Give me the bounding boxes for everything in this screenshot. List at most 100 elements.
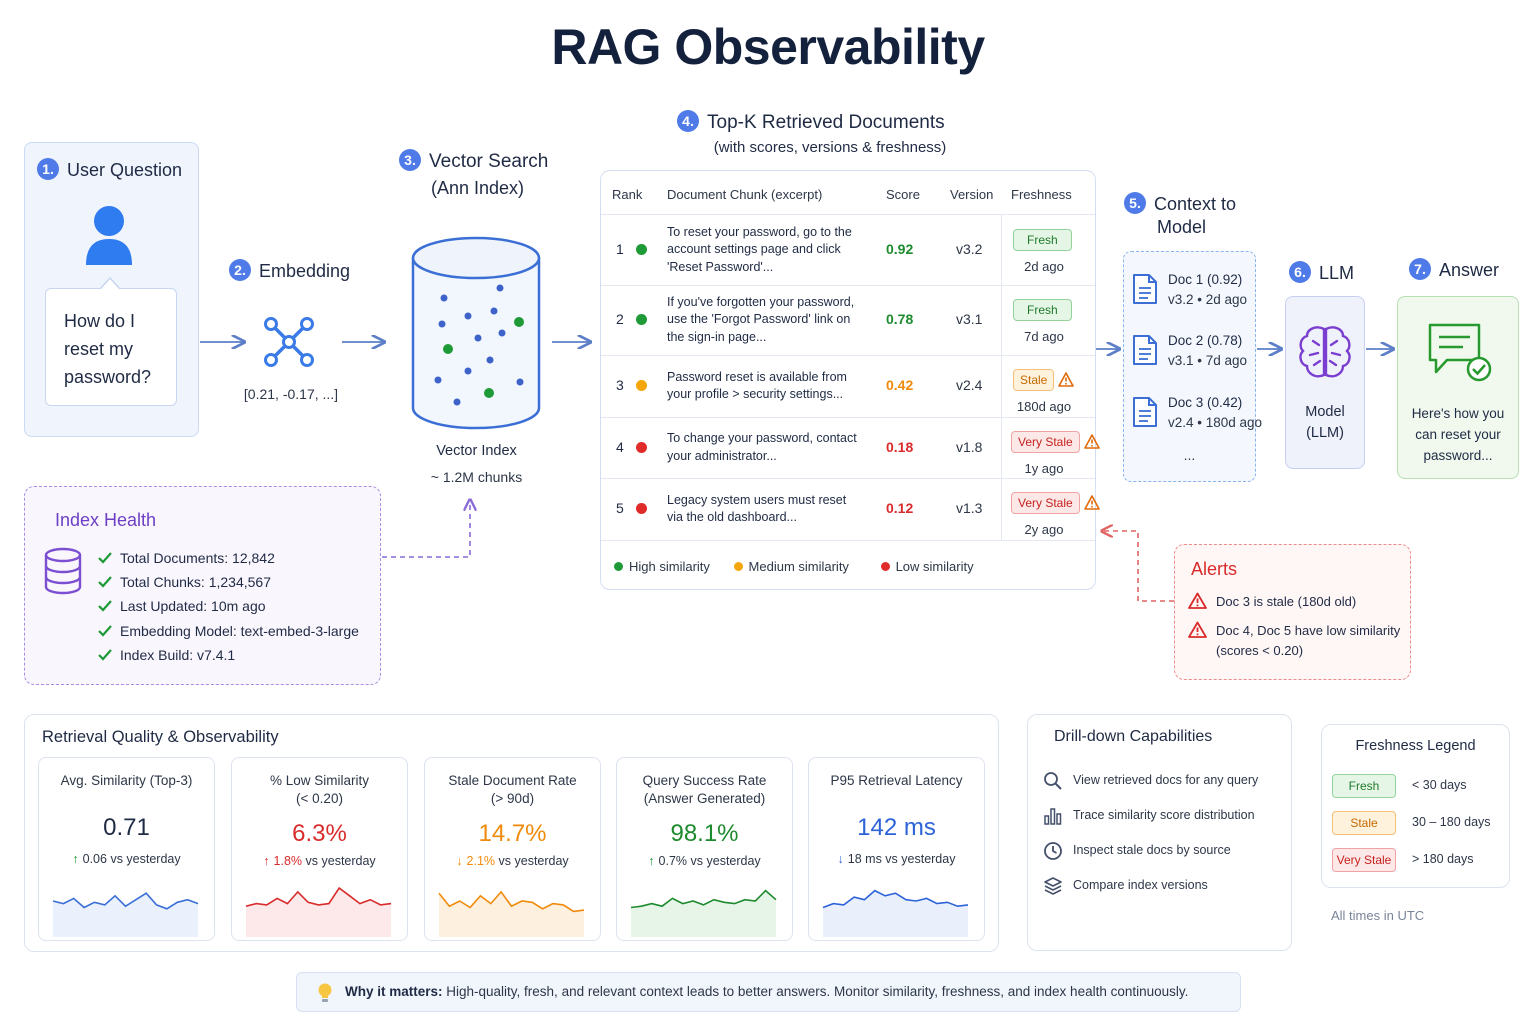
sparkline-line [822, 889, 969, 909]
layers-icon [1043, 876, 1063, 901]
step-context-line2: Model [1157, 217, 1207, 237]
chunk-line: via the old dashboard... [667, 510, 797, 524]
sparkline-area [823, 890, 968, 937]
metric-value: 6.3% [292, 820, 347, 847]
step-label: Answer [1439, 260, 1500, 280]
delta-suffix: vs yesterday [495, 854, 569, 868]
freshness-age: 2d ago [1024, 259, 1064, 274]
metric-value: 98.1% [670, 820, 739, 847]
row-score: 0.18 [886, 438, 914, 455]
llm-panel [1285, 296, 1365, 469]
drilldown-item[interactable]: View retrieved docs for any query [1073, 773, 1259, 787]
metric-value: 14.7% [478, 820, 547, 847]
chunk-line: 'Reset Password'... [667, 259, 774, 274]
alert-icon [1188, 592, 1207, 614]
step-number: 3. [399, 149, 421, 171]
similarity-dot [636, 441, 647, 453]
delta-value: 2.1% [466, 854, 496, 868]
drilldown-title: Drill-down Capabilities [1054, 728, 1213, 745]
freshness-cell: Fresh [1013, 229, 1072, 251]
document-icon [1132, 396, 1158, 433]
chunk-line: your profile > security settings... [667, 387, 844, 401]
sparkline-line [245, 886, 392, 907]
answer-line: password... [1423, 448, 1493, 463]
freshness-cell: Stale [1013, 369, 1075, 392]
chat-check-icon [1428, 323, 1492, 382]
health-item-text: Index Build: v7.4.1 [120, 646, 236, 663]
high-dot [614, 562, 623, 571]
sparkline-chart [822, 889, 969, 937]
row-chunk-text: Password reset is available from your pro… [667, 369, 847, 404]
metric-value: 0.71 [103, 814, 150, 841]
health-item: Embedding Model: text-embed-3-large [98, 623, 359, 640]
row-rank: 5 [616, 500, 624, 516]
delta-value: 1.8% [273, 854, 303, 868]
chunk-line: To change your password, contact [667, 431, 857, 445]
delta-value: 0.7% [658, 854, 688, 868]
row-chunk-text: If you've forgotten your password, use th… [667, 294, 854, 347]
metric-label-line: (> 90d) [490, 791, 535, 806]
bubble-tail [100, 276, 120, 290]
lightbulb-icon [318, 983, 332, 1002]
vector-index-label: Vector Index [436, 443, 517, 459]
warning-icon [1083, 495, 1100, 515]
chunk-line: To reset your password, go to the [667, 224, 852, 239]
check-icon [98, 551, 112, 567]
row-divider [601, 285, 1095, 286]
legend-badge: Stale [1332, 811, 1396, 835]
arrow-health-to-index [382, 500, 470, 558]
step-number: 1. [37, 158, 59, 180]
sparkline-area [246, 888, 391, 937]
chunk-line: your administrator... [667, 448, 777, 463]
row-divider [601, 478, 1095, 479]
health-item: Total Chunks: 1,234,567 [98, 574, 271, 591]
context-doc: Doc 3 (0.42) v2.4 • 180d ago [1168, 393, 1262, 433]
llm-box-line2: (LLM) [1306, 425, 1344, 441]
check-icon [98, 648, 112, 664]
row-version: v3.2 [956, 241, 983, 257]
drilldown-item[interactable]: Inspect stale docs by source [1073, 843, 1231, 857]
metric-label: Avg. Similarity (Top-3) [39, 772, 214, 790]
freshness-age: 1y ago [1024, 461, 1064, 476]
row-score: 0.92 [886, 241, 914, 257]
legend-low: Low similarity [895, 559, 974, 574]
drilldown-item[interactable]: Compare index versions [1073, 878, 1208, 892]
metric-delta: ↑ 0.7% vs yesterday [617, 854, 792, 868]
chunk-line: If you've forgotten your password, [667, 294, 855, 309]
llm-box-line1: Model [1305, 404, 1345, 420]
alert-line: Doc 3 is stale (180d old) [1216, 594, 1357, 609]
similarity-dot [636, 503, 647, 514]
health-item-text: Embedding Model: text-embed-3-large [120, 622, 359, 639]
freshness-age: 2y ago [1024, 522, 1064, 537]
header-freshness: Freshness [1011, 187, 1072, 202]
brain-icon [1299, 326, 1351, 378]
delta-arrow-icon: ↓ [837, 852, 844, 866]
metric-delta: ↑ 0.06 vs yesterday [39, 852, 214, 866]
legend-badge: Fresh [1332, 774, 1396, 798]
sparkline-chart [630, 889, 777, 937]
row-score: 0.12 [886, 500, 914, 516]
why-text: High-quality, fresh, and relevant contex… [442, 984, 1189, 999]
row-version: v1.8 [956, 438, 983, 455]
context-doc-title: Doc 1 (0.92) [1168, 272, 1243, 287]
header-rank: Rank [612, 187, 643, 202]
context-doc-meta: v3.1 • 7d ago [1168, 353, 1248, 368]
row-divider [601, 355, 1095, 356]
similarity-dot [636, 244, 647, 255]
delta-arrow-icon: ↑ [648, 854, 655, 868]
answer-panel [1397, 296, 1519, 479]
document-icon [1132, 334, 1158, 371]
answer-line: can reset your [1415, 427, 1501, 442]
metric-value: 142 ms [857, 814, 936, 841]
warning-icon [1083, 434, 1100, 454]
metric-card: Stale Document Rate (> 90d) 14.7% ↓ 2.1% vs … [424, 757, 601, 941]
metric-label: Stale Document Rate (> 90d) [425, 772, 600, 808]
metric-card: P95 Retrieval Latency 142 ms ↓ 18 ms vs yes… [808, 757, 985, 941]
step-label: Top-K Retrieved Documents [707, 112, 945, 133]
delta-suffix: vs yesterday [302, 854, 376, 868]
alert-line: (scores < 0.20) [1216, 643, 1304, 658]
search-icon [1043, 771, 1063, 796]
delta-suffix: ms vs yesterday [861, 852, 956, 866]
timezone-note: All times in UTC [1331, 908, 1425, 923]
drilldown-item[interactable]: Trace similarity score distribution [1073, 808, 1255, 822]
